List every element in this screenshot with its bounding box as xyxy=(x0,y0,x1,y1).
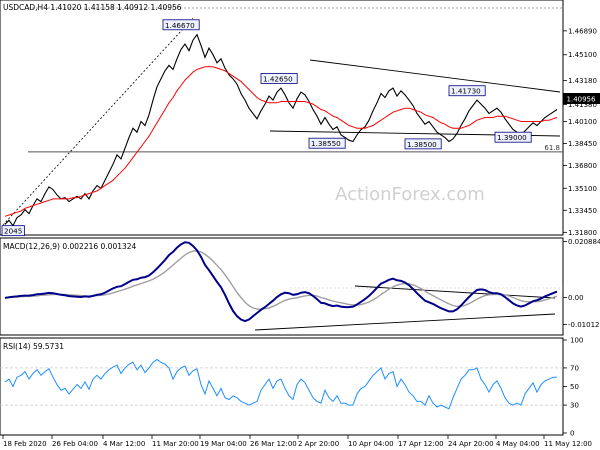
pivot-label: 1.41730 xyxy=(448,85,486,97)
macd-axis-ticks: 0.020884 0.00 -0.010121 xyxy=(563,238,600,329)
time-tick-label: 4 Mar 12:00 xyxy=(103,440,145,448)
svg-text:1.39000: 1.39000 xyxy=(497,133,527,142)
svg-text:1.42650: 1.42650 xyxy=(263,74,293,83)
macd-lower-trendline xyxy=(254,313,556,331)
macd-panel: 0.020884 0.00 -0.010121 MACD(12,26,9) 0.00… xyxy=(0,237,600,336)
time-tick-label: 11 Mar 20:00 xyxy=(152,440,199,448)
macd-panel-frame xyxy=(0,237,564,336)
pivot-label: 1.38550 xyxy=(308,137,346,149)
rsi-tick-label: 50 xyxy=(570,383,579,391)
current-price-label: 1.40956 xyxy=(567,96,596,104)
pivot-labels: 1.46670 1.42650 1.41730 1.38550 1.38500 1.390… xyxy=(1,19,532,237)
macd-tick-label: -0.010121 xyxy=(568,321,600,329)
svg-text:1.38500: 1.38500 xyxy=(407,140,437,149)
price-tick-label: 1.33450 xyxy=(568,207,597,215)
svg-text:1.46670: 1.46670 xyxy=(165,21,195,30)
ema-series-line xyxy=(4,66,558,217)
rsi-tick-label: 100 xyxy=(570,337,583,345)
rsi-tick-label: 0 xyxy=(570,430,574,438)
price-panel: ActionForex.com 61.8 1.46890 1.45100 1.431… xyxy=(0,0,600,237)
rsi-tick-label: 30 xyxy=(570,402,579,410)
current-price-badge: 1.40956 xyxy=(563,93,600,104)
time-tick-label: 2 Apr 20:00 xyxy=(298,440,339,448)
time-axis-ticks: 18 Feb 2020 26 Feb 04:00 4 Mar 12:00 11 Mar… xyxy=(2,435,592,448)
time-tick-label: 26 Feb 04:00 xyxy=(52,440,98,448)
time-tick-label: 24 Apr 20:00 xyxy=(448,440,494,448)
macd-tick-label: 0.020884 xyxy=(568,238,600,246)
price-panel-frame xyxy=(0,0,564,236)
price-tick-label: 1.31800 xyxy=(568,229,597,237)
rsi-tick-label: 70 xyxy=(570,364,579,372)
fib-618-label: 61.8 xyxy=(544,144,560,152)
svg-text:1.38550: 1.38550 xyxy=(311,139,341,148)
rsi-header: RSI(14) 59.5731 xyxy=(3,342,64,351)
rsi-line xyxy=(4,358,557,410)
time-tick-label: 26 Mar 12:00 xyxy=(250,440,297,448)
pivot-label: 1.38500 xyxy=(404,138,442,150)
price-tick-label: 1.43180 xyxy=(568,77,597,85)
macd-upper-trendline xyxy=(354,285,556,299)
time-tick-label: 18 Feb 2020 xyxy=(3,440,47,448)
macd-tick-label: 0.00 xyxy=(568,294,584,302)
pivot-label: 2045 xyxy=(1,225,25,237)
price-axis-ticks: 1.46890 1.45100 1.43180 1.41380 1.40100 1.384… xyxy=(563,27,597,237)
svg-text:2045: 2045 xyxy=(4,227,22,236)
price-tick-label: 1.45100 xyxy=(568,51,597,59)
symbol-header: USDCAD,H4 1.41020 1.41158 1.40912 1.4095… xyxy=(3,3,182,12)
macd-header: MACD(12,26,9) 0.002216 0.001324 xyxy=(3,242,137,251)
svg-text:1.41730: 1.41730 xyxy=(451,87,481,96)
macd-line xyxy=(4,241,558,323)
rsi-level-lines xyxy=(0,367,563,406)
pivot-label: 1.46670 xyxy=(162,19,200,31)
time-tick-label: 19 Mar 04:00 xyxy=(200,440,247,448)
time-tick-label: 11 May 12:00 xyxy=(544,440,592,448)
upper-triangle-trendline xyxy=(309,59,561,93)
price-tick-label: 1.46890 xyxy=(568,27,597,35)
price-tick-label: 1.41380 xyxy=(568,101,597,109)
time-tick-label: 17 Apr 12:00 xyxy=(398,440,444,448)
price-tick-label: 1.36800 xyxy=(568,162,597,170)
time-tick-label: 4 May 04:00 xyxy=(496,440,540,448)
rsi-panel-frame xyxy=(0,337,564,436)
time-tick-label: 10 Apr 04:00 xyxy=(348,440,394,448)
rsi-axis-ticks: 100 70 50 30 0 xyxy=(563,337,583,438)
rsi-panel: 100 70 50 30 0 RSI(14) 59.5731 xyxy=(0,337,583,438)
price-tick-label: 1.35100 xyxy=(568,185,597,193)
price-series-line xyxy=(4,33,558,227)
price-tick-label: 1.38450 xyxy=(568,140,597,148)
pivot-label: 1.42650 xyxy=(260,73,298,84)
watermark: ActionForex.com xyxy=(335,184,485,205)
price-tick-label: 1.40100 xyxy=(568,118,597,126)
pivot-label: 1.39000 xyxy=(494,131,532,143)
dashed-rally-trendline xyxy=(2,17,194,226)
